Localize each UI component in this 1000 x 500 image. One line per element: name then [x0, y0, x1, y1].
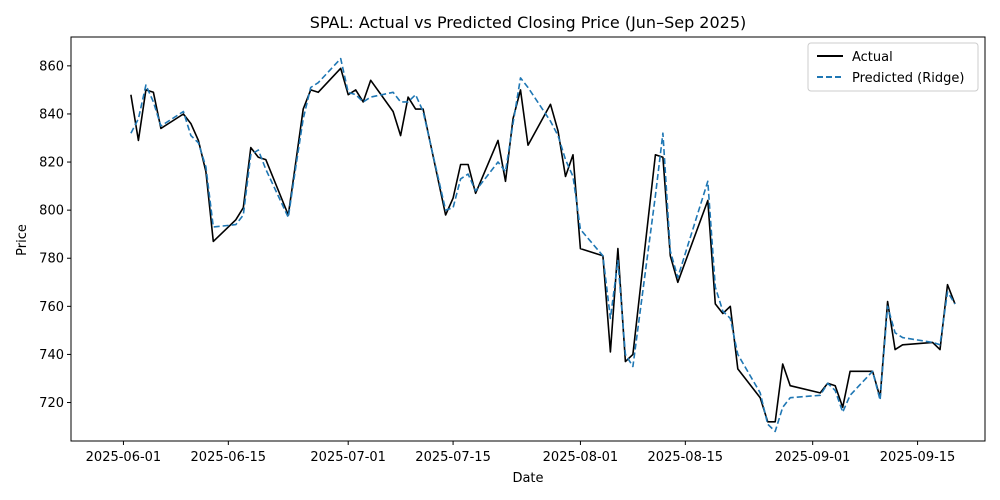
y-tick-label: 800 — [39, 204, 64, 219]
x-tick-label: 2025-09-15 — [880, 450, 956, 465]
series-line-actual — [130, 67, 956, 423]
legend-label-actual: Actual — [852, 50, 893, 65]
legend-box — [807, 42, 979, 92]
y-tick-label: 720 — [39, 396, 64, 411]
plot-area: 2025-06-01 2025-06-15 2025-07-01 2025-07-15… — [39, 57, 956, 465]
plot-frame — [70, 36, 986, 442]
y-tick-label: 860 — [39, 59, 64, 74]
series-line-predicted — [130, 57, 956, 433]
x-tick-label: 2025-07-15 — [415, 450, 491, 465]
x-tick-label: 2025-07-01 — [310, 450, 386, 465]
x-tick-label: 2025-06-15 — [191, 450, 267, 465]
x-tick-label: 2025-06-01 — [86, 450, 162, 465]
chart-title: SPAL: Actual vs Predicted Closing Price … — [310, 13, 747, 32]
y-tick-label: 820 — [39, 156, 64, 171]
y-tick-label: 780 — [39, 252, 64, 267]
x-tick-label: 2025-08-01 — [543, 450, 619, 465]
legend: Actual Predicted (Ridge) — [807, 42, 979, 92]
x-tick-label: 2025-09-01 — [775, 450, 851, 465]
legend-label-predicted: Predicted (Ridge) — [852, 71, 964, 86]
y-tick-label: 840 — [39, 107, 64, 122]
y-tick-label: 760 — [39, 300, 64, 315]
x-axis-label: Date — [512, 471, 543, 486]
x-tick-label: 2025-08-15 — [648, 450, 724, 465]
y-tick-label: 740 — [39, 348, 64, 363]
y-axis-label: Price — [15, 224, 30, 256]
